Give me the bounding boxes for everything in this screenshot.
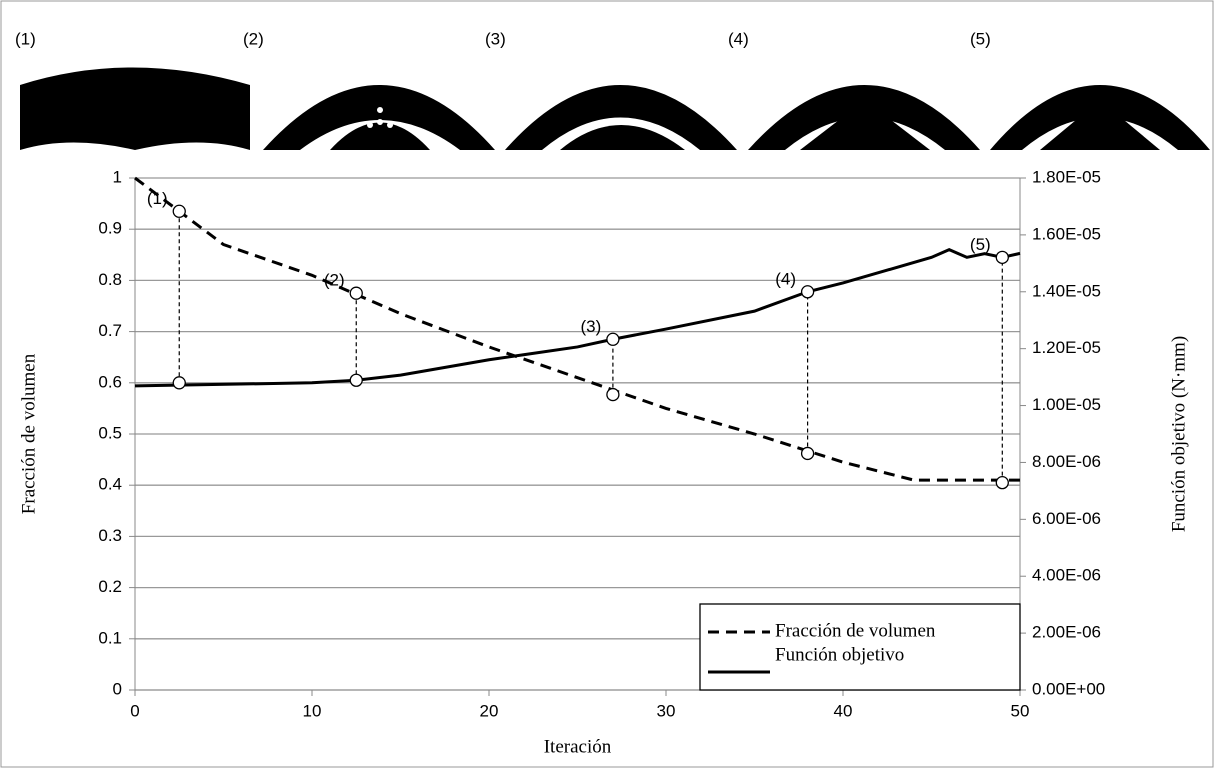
marker-label: (5) <box>970 235 991 254</box>
legend-label: Fracción de volumen <box>775 620 936 641</box>
volume-marker <box>607 389 619 401</box>
y2-tick-label: 1.20E-05 <box>1032 338 1101 357</box>
x-tick-label: 50 <box>1011 701 1030 720</box>
y-tick-label: 0.9 <box>98 219 122 238</box>
volume-marker <box>802 447 814 459</box>
y-axis-label: Fracción de volumen <box>18 353 39 514</box>
y2-tick-label: 8.00E-06 <box>1032 452 1101 471</box>
y-tick-label: 0.8 <box>98 270 122 289</box>
y-tick-label: 1 <box>113 167 122 186</box>
y2-tick-label: 1.80E-05 <box>1032 167 1101 186</box>
volume-marker <box>996 477 1008 489</box>
x-tick-label: 20 <box>480 701 499 720</box>
objective-marker <box>173 377 185 389</box>
x-tick-label: 10 <box>303 701 322 720</box>
y-tick-label: 0.1 <box>98 628 122 647</box>
marker-label: (2) <box>324 271 345 290</box>
y2-tick-label: 2.00E-06 <box>1032 623 1101 642</box>
y2-tick-label: 6.00E-06 <box>1032 509 1101 528</box>
volume-marker <box>350 287 362 299</box>
objective-marker <box>607 333 619 345</box>
marker-label: (4) <box>775 269 796 288</box>
figure: (1) (2) (3) (4) (5) 0 0.1 0.2 0.3 0.4 0.5 0.6 0… <box>0 0 1215 769</box>
snapshot-label: (4) <box>728 29 749 48</box>
objective-marker <box>350 374 362 386</box>
y-tick-label: 0.3 <box>98 526 122 545</box>
objective-marker <box>802 286 814 298</box>
legend-label: Función objetivo <box>775 644 904 665</box>
snapshot-label: (2) <box>243 29 264 48</box>
y2-tick-label: 1.60E-05 <box>1032 224 1101 243</box>
x-tick-label: 40 <box>834 701 853 720</box>
y2-axis-label: Función objetivo (N·mm) <box>1168 336 1189 532</box>
y2-tick-label: 1.00E-05 <box>1032 395 1101 414</box>
y2-tick-label: 0.00E+00 <box>1032 679 1105 698</box>
y-tick-label: 0.2 <box>98 577 122 596</box>
y-tick-label: 0.7 <box>98 321 122 340</box>
y-tick-label: 0.4 <box>98 475 122 494</box>
x-axis-label: Iteración <box>544 736 612 757</box>
volume-marker <box>173 205 185 217</box>
objective-marker <box>996 251 1008 263</box>
y-tick-label: 0.5 <box>98 423 122 442</box>
snapshot-label: (3) <box>485 29 506 48</box>
x-tick-label: 30 <box>657 701 676 720</box>
snapshot-label: (1) <box>15 29 36 48</box>
x-tick-label: 0 <box>130 701 139 720</box>
y-tick-label: 0.6 <box>98 372 122 391</box>
y-tick-label: 0 <box>113 679 122 698</box>
marker-label: (1) <box>147 189 168 208</box>
marker-label: (3) <box>581 317 602 336</box>
snapshot-label: (5) <box>970 29 991 48</box>
y2-tick-label: 1.40E-05 <box>1032 281 1101 300</box>
y2-tick-label: 4.00E-06 <box>1032 566 1101 585</box>
